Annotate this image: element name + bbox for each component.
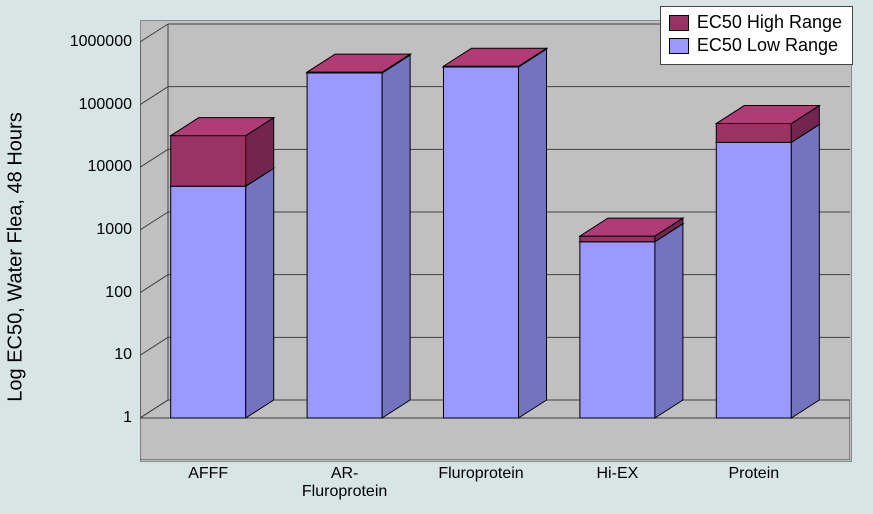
legend-label: EC50 Low Range <box>697 34 838 57</box>
x-tick-label: Fluroprotein <box>438 465 523 483</box>
x-tick-label: AR- Fluroprotein <box>302 465 387 502</box>
legend-item: EC50 High Range <box>669 11 842 34</box>
legend-swatch <box>669 15 689 31</box>
y-tick-label: 1000 <box>96 221 132 239</box>
x-tick-label: Hi-EX <box>597 465 639 483</box>
plot-area: 1101001000100001000001000000 <box>140 20 850 460</box>
legend-item: EC50 Low Range <box>669 34 842 57</box>
x-tick-label: AFFF <box>188 465 228 483</box>
x-axis-labels: AFFF AR- Fluroprotein Fluroprotein Hi-EX Pro… <box>140 465 850 514</box>
legend-swatch <box>669 38 689 54</box>
legend-label: EC50 High Range <box>697 11 842 34</box>
y-tick-label: 1000000 <box>70 33 132 51</box>
x-tick-label: Protein <box>728 465 779 483</box>
y-tick-label: 1 <box>123 409 132 427</box>
chart-svg <box>140 20 850 460</box>
y-tick-label: 10000 <box>88 158 133 176</box>
y-tick-label: 100000 <box>79 96 132 114</box>
y-tick-label: 10 <box>114 346 132 364</box>
chart-container: Log EC50, Water Flea, 48 Hours 110100100… <box>0 0 873 514</box>
y-axis-label: Log EC50, Water Flea, 48 Hours <box>5 107 28 407</box>
y-tick-label: 100 <box>105 284 132 302</box>
legend: EC50 High RangeEC50 Low Range <box>660 6 853 65</box>
